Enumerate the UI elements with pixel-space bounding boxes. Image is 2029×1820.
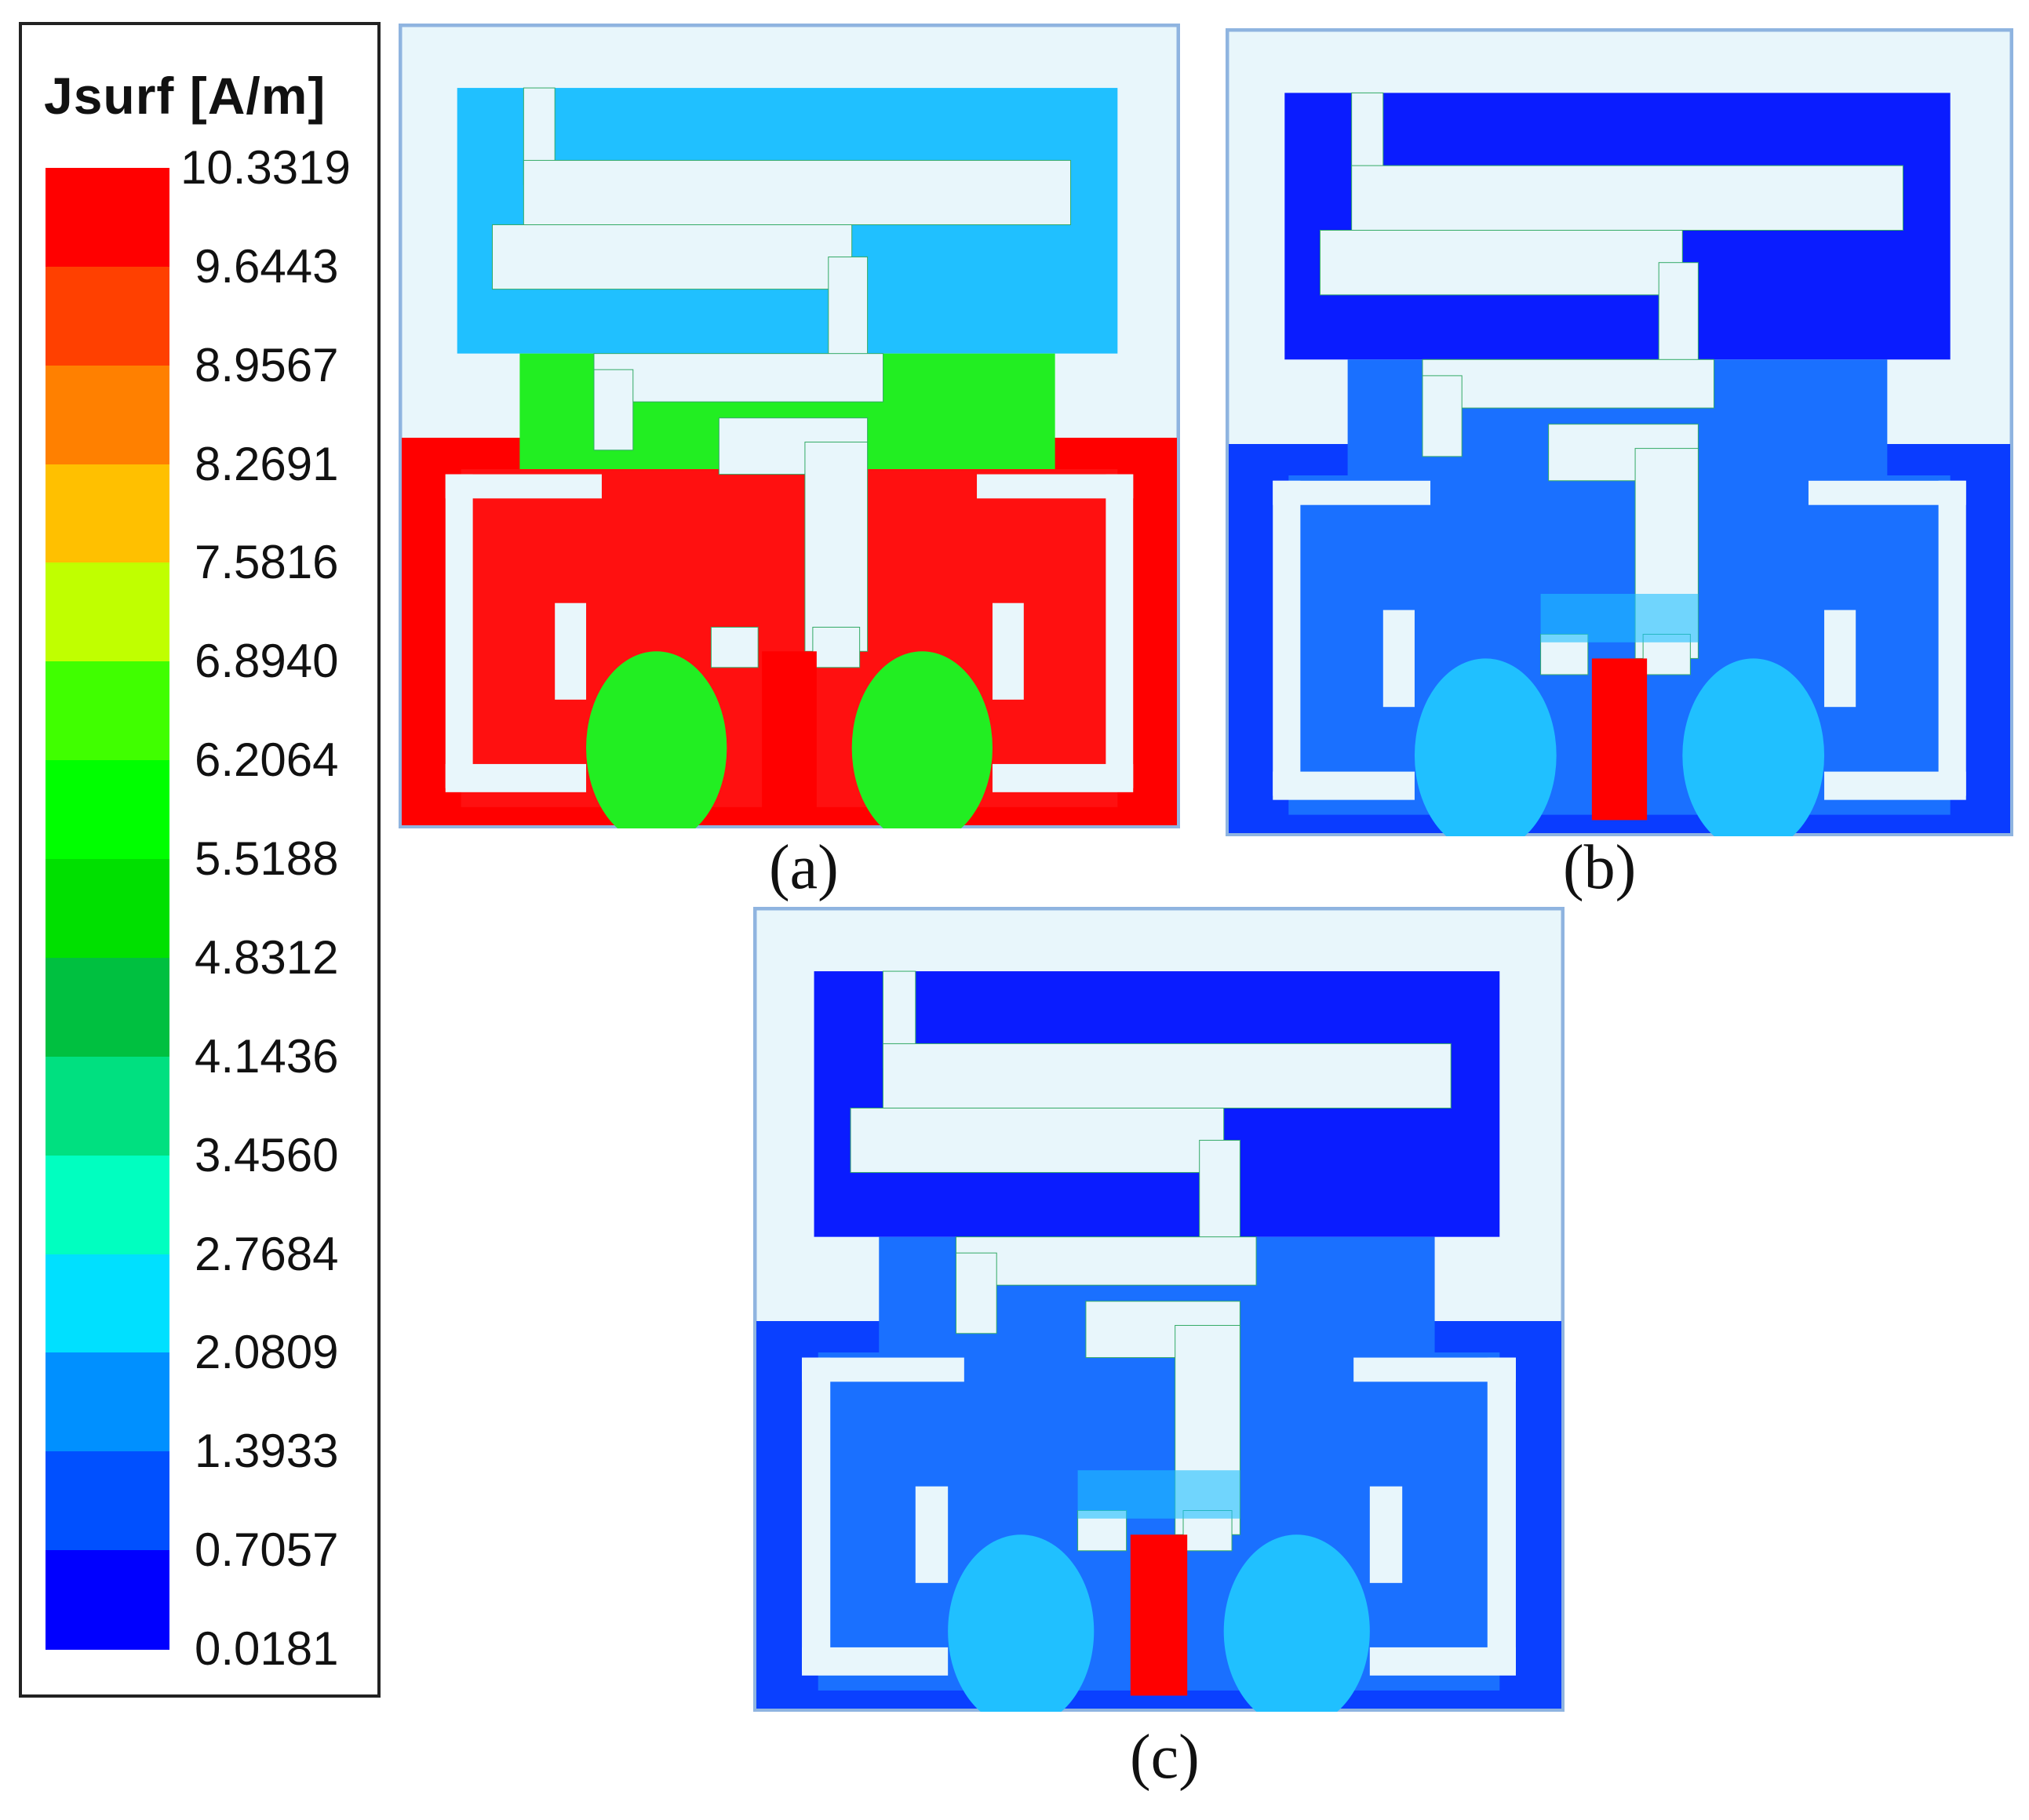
legend-swatch <box>46 562 169 663</box>
legend-tick-label: 8.9567 <box>195 338 339 391</box>
ground-slot <box>1938 480 1966 796</box>
ground-glow-right <box>1223 1534 1370 1712</box>
ground-slot <box>1273 480 1301 796</box>
meander-slot <box>1658 262 1699 377</box>
meander-slot <box>804 442 869 652</box>
legend-swatch <box>46 859 169 959</box>
ground-slot <box>802 1647 949 1676</box>
ground-glow-right <box>851 651 993 828</box>
legend-swatch <box>46 266 169 366</box>
panel-b-svg <box>1226 28 2013 836</box>
legend-tick-label: 7.5816 <box>195 536 339 589</box>
feed-line <box>1130 1534 1188 1696</box>
legend-tick-label: 0.7057 <box>195 1523 339 1577</box>
panel-c-current-distribution <box>753 907 1565 1712</box>
feed-glow <box>1540 594 1699 642</box>
legend-swatch <box>46 168 169 268</box>
legend-tick-label: 6.8940 <box>195 635 339 688</box>
caption-b: (b) <box>1563 833 1637 902</box>
ground-slot <box>802 1357 831 1672</box>
meander-slot <box>1422 375 1463 457</box>
panel-a-current-distribution <box>399 24 1180 828</box>
legend-swatch <box>46 957 169 1057</box>
meander-slot <box>1199 1140 1240 1254</box>
ground-slot <box>992 763 1134 792</box>
ground-slot <box>555 602 587 700</box>
legend-tick-label: 5.5188 <box>195 832 339 886</box>
meander-slot <box>828 257 869 370</box>
legend-swatch <box>46 365 169 465</box>
panel-a-svg <box>399 24 1180 828</box>
caption-c: (c) <box>1130 1723 1200 1792</box>
feed-glow <box>1077 1470 1240 1519</box>
meander-slot <box>956 1252 997 1334</box>
legend-tick-label: 4.8312 <box>195 930 339 984</box>
meander-slot <box>812 627 861 668</box>
legend-tick-label: 10.3319 <box>180 141 351 194</box>
meander-slot <box>492 224 853 290</box>
ground-glow-left <box>1414 658 1557 836</box>
color-legend: Jsurf [A/m] 10.3319 9.6443 8.9567 8.2691 7.5… <box>19 22 381 1698</box>
legend-swatch <box>46 1056 169 1156</box>
legend-swatch <box>46 1451 169 1552</box>
ground-slot <box>1487 1357 1516 1672</box>
meander-slot <box>1351 165 1903 231</box>
meander-slot <box>593 369 634 451</box>
legend-swatch <box>46 1352 169 1453</box>
ground-slot <box>915 1486 949 1583</box>
panel-b-current-distribution <box>1226 28 2013 836</box>
feed-line <box>762 651 817 813</box>
caption-a: (a) <box>769 833 839 902</box>
ground-slot <box>1106 474 1134 788</box>
ground-slot <box>992 602 1024 700</box>
ground-slot <box>445 763 587 792</box>
meander-slot <box>1422 359 1714 409</box>
meander-slot <box>956 1236 1257 1286</box>
ground-slot <box>1824 771 1966 800</box>
legend-title: Jsurf [A/m] <box>44 67 326 125</box>
ground-glow-left <box>586 651 727 828</box>
ground-glow-right <box>1682 658 1825 836</box>
ground-glow-left <box>948 1534 1095 1712</box>
meander-slot <box>523 159 1072 225</box>
legend-tick-label: 6.2064 <box>195 733 339 787</box>
ground-slot <box>445 474 473 788</box>
ground-slot <box>1824 610 1856 708</box>
legend-swatch <box>46 1155 169 1255</box>
meander-slot <box>882 1043 1452 1108</box>
meander-slot <box>593 353 884 402</box>
legend-tick-label: 9.6443 <box>195 239 339 293</box>
ground-slot <box>1382 610 1415 708</box>
panel-c-svg <box>753 907 1565 1712</box>
meander-slot <box>710 627 759 668</box>
feed-line <box>1591 658 1648 821</box>
legend-tick-label: 3.4560 <box>195 1128 339 1181</box>
legend-swatch <box>46 1254 169 1354</box>
legend-tick-label: 8.2691 <box>195 437 339 490</box>
legend-swatch <box>46 464 169 564</box>
legend-tick-label: 1.3933 <box>195 1425 339 1478</box>
legend-tick-label: 2.0809 <box>195 1326 339 1379</box>
legend-swatch <box>46 1550 169 1650</box>
legend-tick-label: 2.7684 <box>195 1227 339 1280</box>
legend-swatch <box>46 661 169 762</box>
ground-slot <box>1369 1486 1403 1583</box>
meander-slot <box>850 1108 1225 1174</box>
legend-tick-label: 0.0181 <box>195 1622 339 1675</box>
legend-color-bar <box>46 168 169 1650</box>
ground-slot <box>1369 1647 1516 1676</box>
ground-slot <box>1273 771 1415 800</box>
legend-tick-label: 4.1436 <box>195 1029 339 1083</box>
meander-slot <box>1319 230 1683 296</box>
legend-swatch <box>46 760 169 861</box>
